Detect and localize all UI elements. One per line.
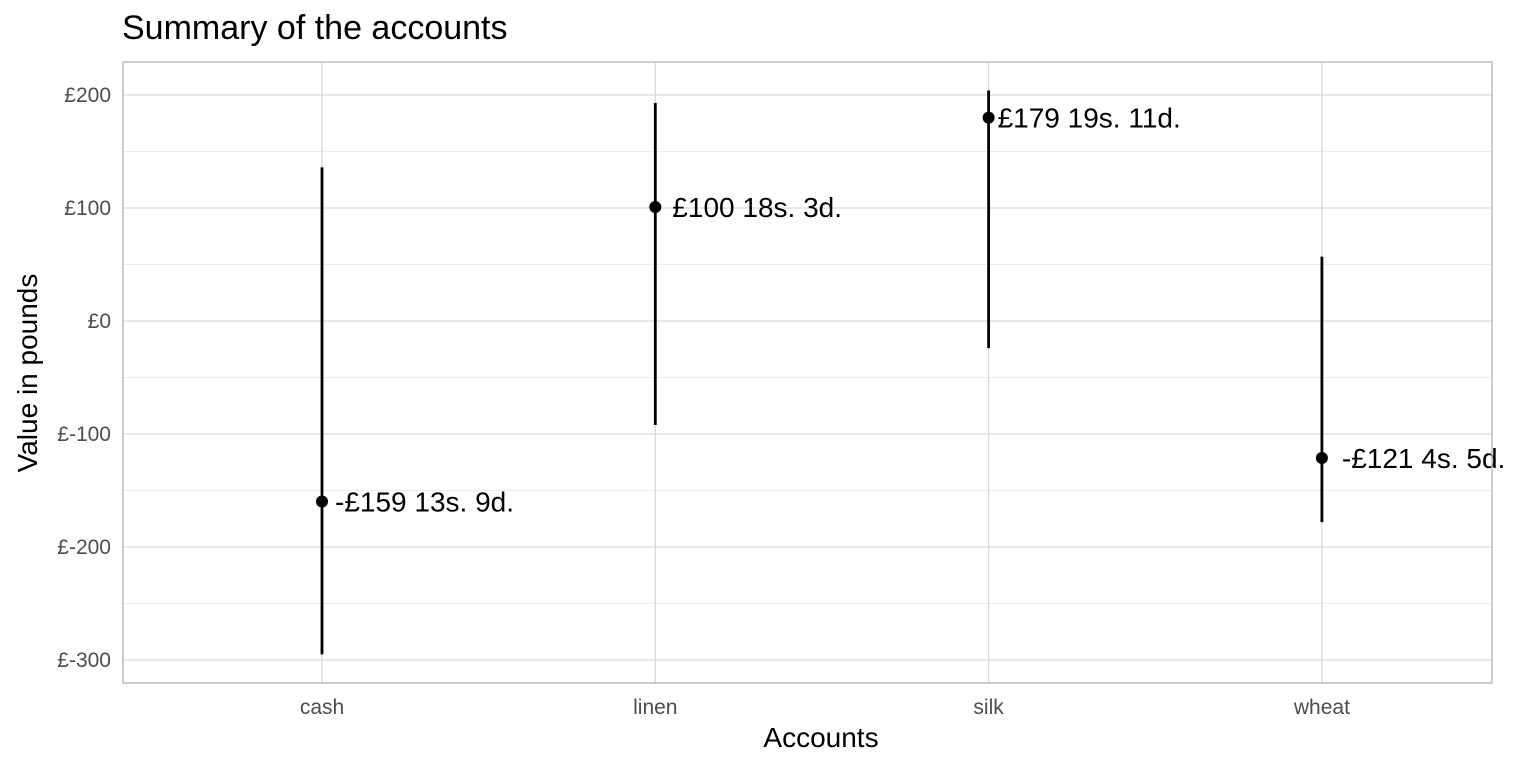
- data-marks: -£159 13s. 9d. £100 18s. 3d. £179 19s. 11d…: [316, 90, 1505, 655]
- data-label-cash: -£159 13s. 9d.: [335, 486, 514, 517]
- y-axis-title: Value in pounds: [12, 274, 43, 473]
- data-point-silk: [982, 111, 995, 124]
- x-tick-label: linen: [633, 696, 677, 719]
- chart-title: Summary of the accounts: [122, 9, 508, 47]
- y-tick-label: £-100: [57, 423, 111, 446]
- data-label-wheat: -£121 4s. 5d.: [1342, 443, 1505, 474]
- data-point-wheat: [1315, 451, 1328, 464]
- data-label-silk: £179 19s. 11d.: [998, 103, 1181, 134]
- y-tick-label: £200: [64, 84, 111, 107]
- plot-panel-border: [122, 61, 1493, 684]
- x-tick-label: silk: [973, 696, 1004, 719]
- y-axis-ticks: £200 £100 £0 £-100 £-200 £-300: [57, 84, 111, 672]
- data-point-cash: [316, 495, 328, 508]
- data-point-linen: [649, 200, 662, 213]
- x-axis-ticks: cash linen silk wheat: [300, 696, 1350, 719]
- x-tick-label: cash: [300, 696, 344, 719]
- y-tick-label: £100: [64, 197, 111, 220]
- y-tick-label: £-200: [57, 536, 111, 559]
- grid: [123, 62, 1492, 683]
- y-tick-label: £0: [88, 310, 111, 333]
- x-tick-label: wheat: [1293, 696, 1350, 719]
- x-axis-title: Accounts: [763, 722, 878, 753]
- data-label-linen: £100 18s. 3d.: [672, 192, 842, 223]
- y-tick-label: £-300: [57, 649, 111, 672]
